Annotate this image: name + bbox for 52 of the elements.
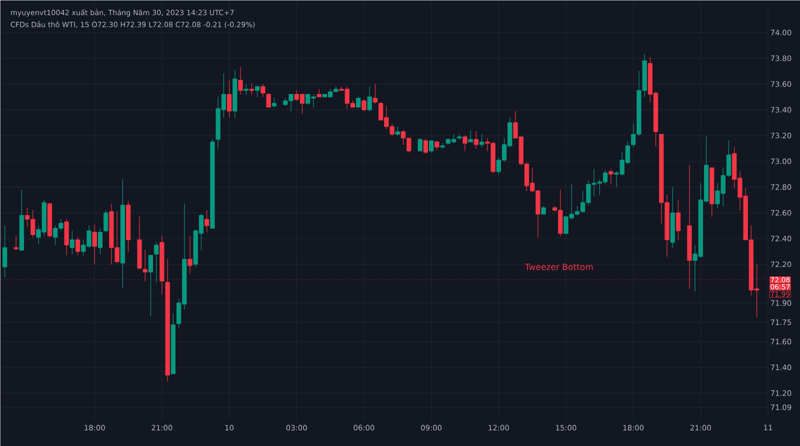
candlestick: [260, 84, 266, 98]
candlestick: [232, 70, 238, 118]
candlestick: [255, 84, 260, 98]
candlestick: [19, 189, 24, 250]
candlestick: [457, 134, 462, 140]
candlestick: [2, 225, 8, 278]
candlestick: [75, 236, 80, 256]
candlestick: [356, 96, 361, 108]
candlestick: [541, 206, 546, 214]
candlestick: [429, 140, 434, 153]
candlestick: [418, 138, 422, 152]
candlestick: [710, 167, 714, 217]
candlestick: [608, 168, 614, 184]
candlestick: [423, 139, 428, 154]
candlestick: [210, 139, 215, 229]
candlestick: [98, 228, 103, 254]
candlestick: [120, 178, 125, 288]
candlestick: [188, 236, 192, 274]
candlestick: [395, 126, 400, 136]
candlestick: [14, 236, 18, 250]
annotation: Tweezer Bottom: [524, 264, 593, 270]
candlestick: [226, 80, 232, 118]
candlestick: [272, 98, 277, 108]
candlestick: [474, 131, 479, 149]
candlestick: [142, 250, 148, 282]
candlestick: [266, 92, 271, 108]
candlestick: [238, 66, 243, 95]
candlestick: [676, 200, 681, 240]
candlestick: [104, 210, 108, 232]
candlestick: [480, 134, 484, 148]
candlestick: [170, 312, 176, 374]
candlestick: [70, 230, 74, 254]
candlestick: [372, 84, 378, 104]
candlestick: [244, 84, 248, 95]
candlestick: [64, 218, 69, 256]
candlestick: [154, 242, 159, 283]
candlestick: [92, 224, 97, 265]
candlestick: [148, 254, 154, 316]
candlestick: [126, 200, 131, 252]
candlestick: [137, 216, 142, 270]
candlestick: [165, 258, 170, 382]
candlestick: [367, 86, 372, 112]
candlestick: [204, 210, 210, 232]
candlestick: [434, 140, 440, 150]
candlestick: [362, 99, 366, 112]
candlestick: [462, 135, 468, 152]
candlestick: [440, 142, 445, 149]
candlestick: [670, 186, 675, 248]
candlestick: [468, 130, 473, 142]
candlestick: [249, 84, 254, 95]
candlestick: [47, 202, 52, 238]
candlestick: [316, 88, 322, 98]
